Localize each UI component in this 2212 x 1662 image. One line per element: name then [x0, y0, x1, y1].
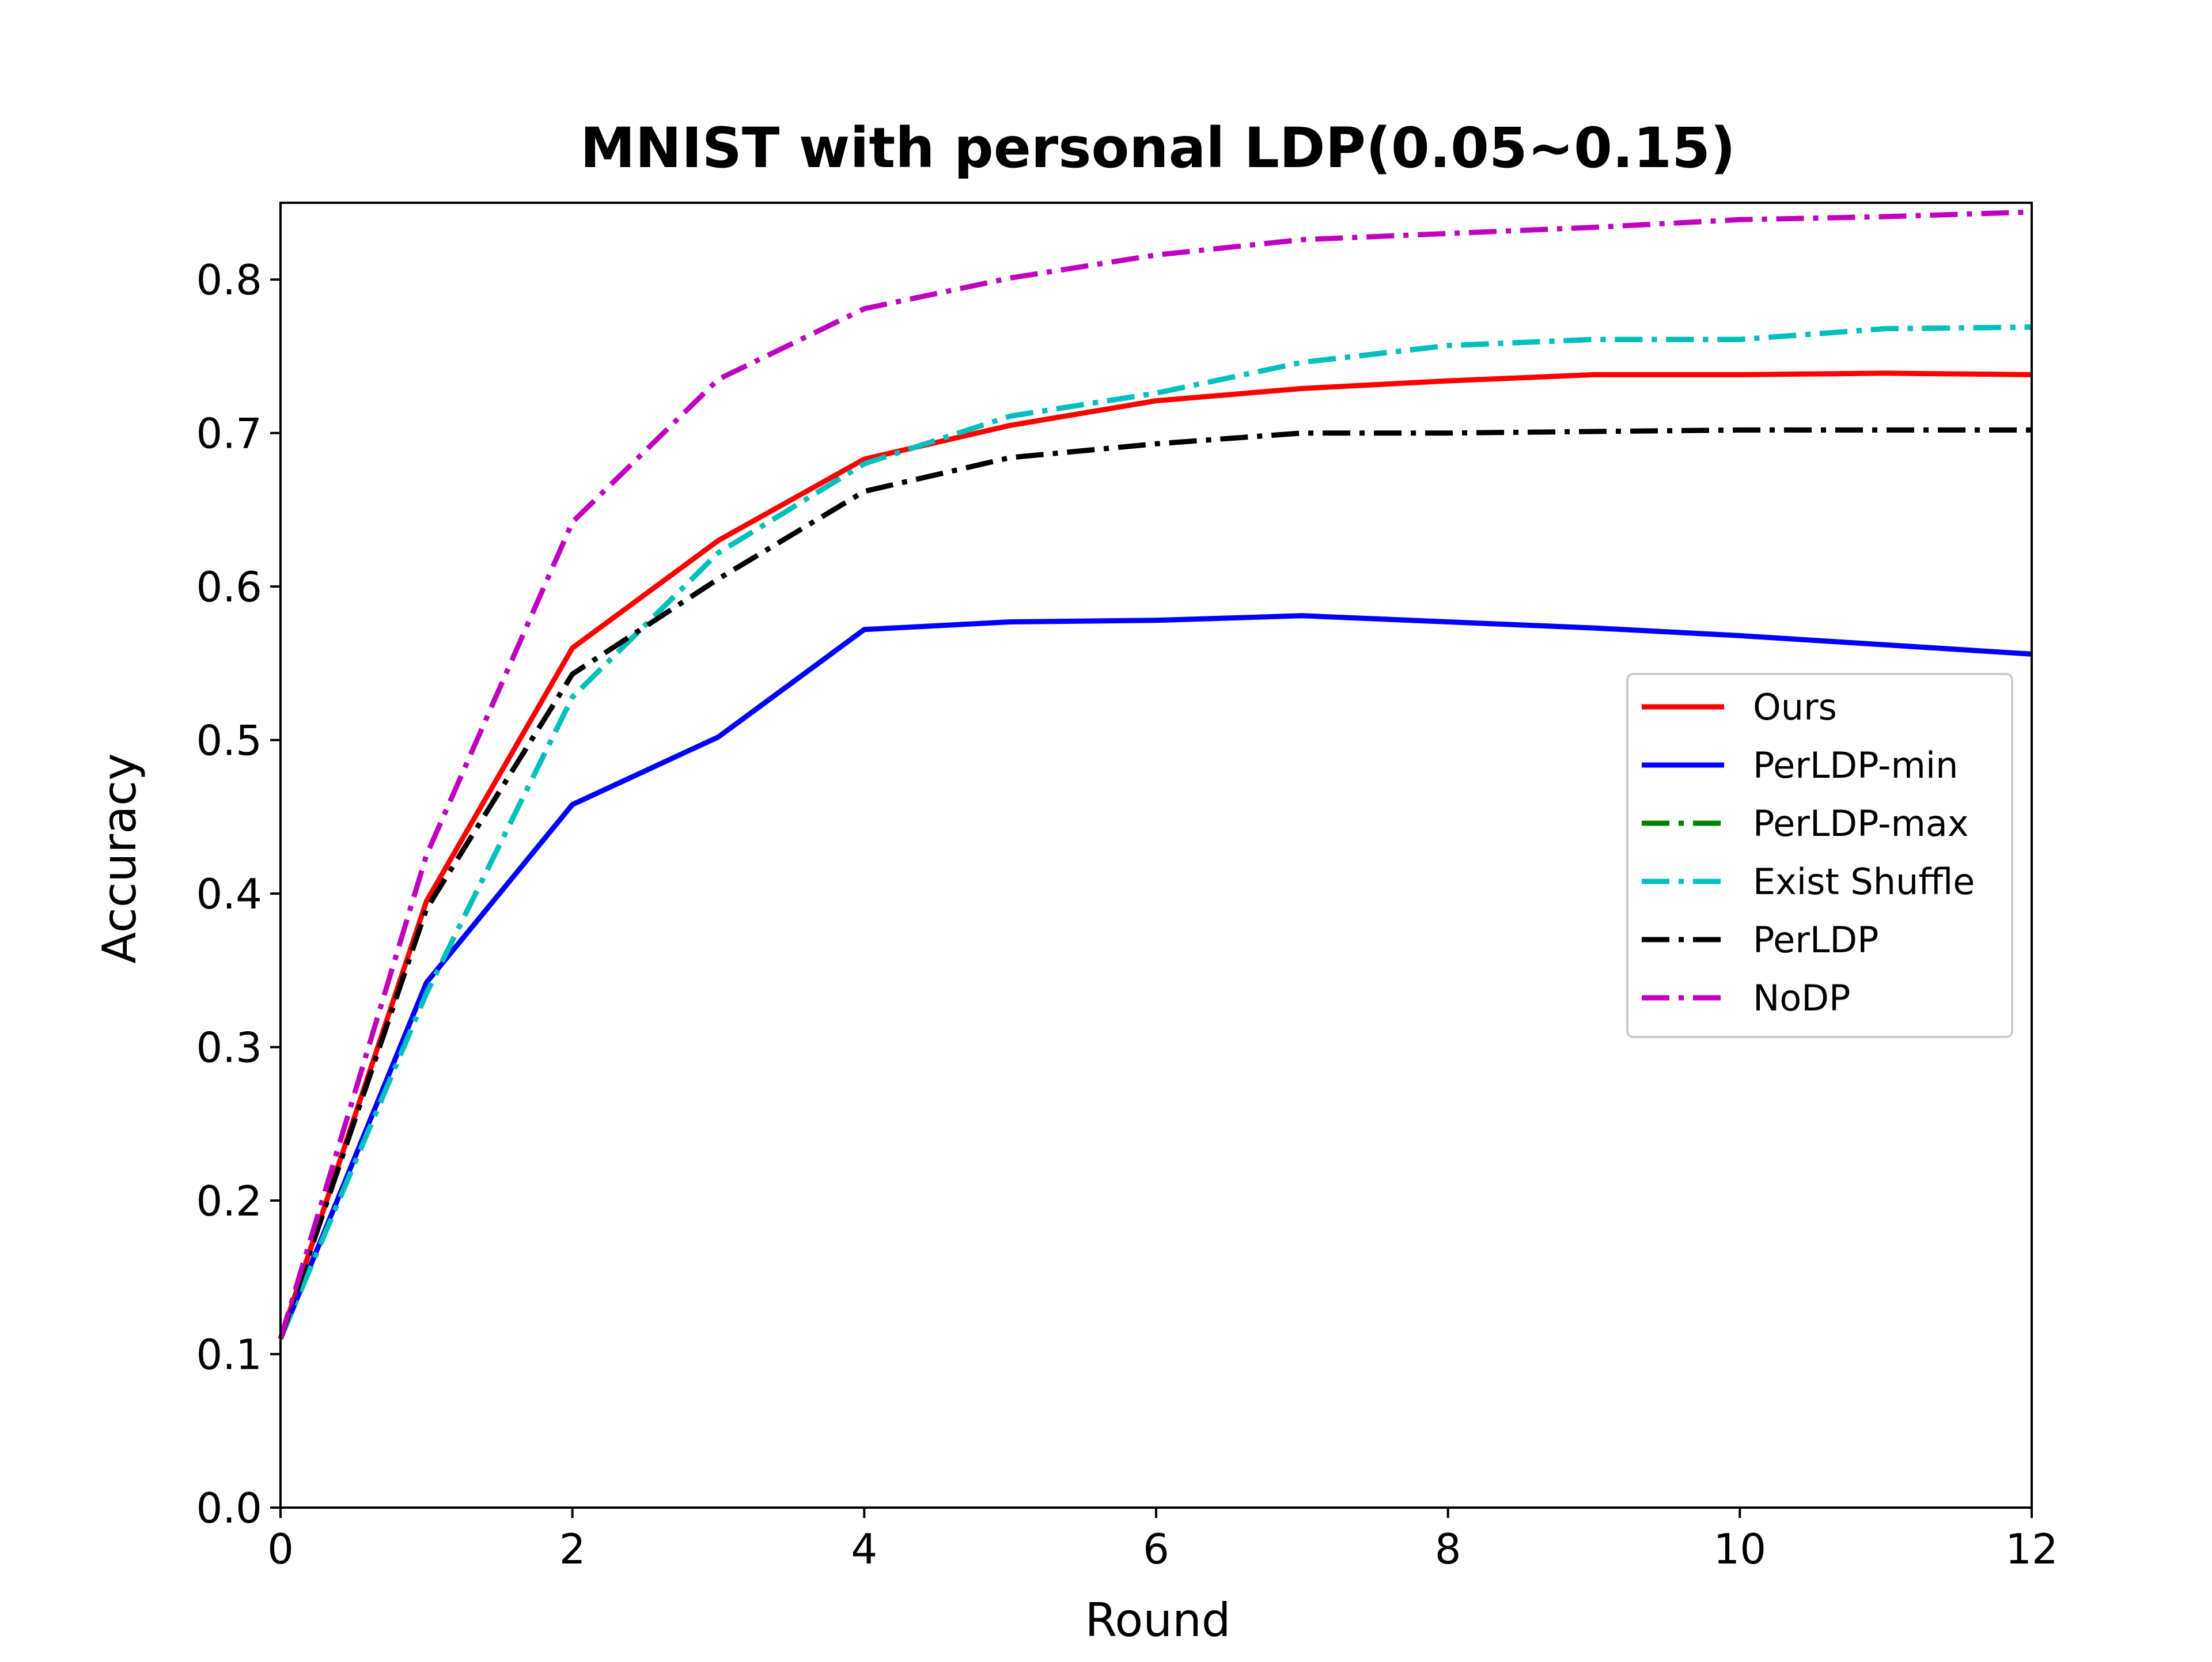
y-tick-label: 0.6	[196, 563, 262, 611]
y-tick-label: 0.2	[196, 1177, 262, 1225]
x-tick-label: 8	[1435, 1525, 1461, 1573]
x-tick-label: 0	[267, 1525, 294, 1573]
x-tick-label: 6	[1143, 1525, 1169, 1573]
legend-label: Ours	[1753, 686, 1837, 728]
series-line-perldp	[278, 427, 2032, 1340]
x-tick-label: 4	[851, 1525, 877, 1573]
y-tick-label: 0.3	[196, 1024, 262, 1072]
legend-label: NoDP	[1753, 977, 1850, 1019]
legend-label: Exist Shuffle	[1753, 861, 1975, 903]
plot-area	[278, 209, 2032, 1340]
legend-label: PerLDP-min	[1753, 744, 1958, 786]
legend-label: PerLDP-max	[1753, 802, 1969, 845]
y-tick-label: 0.0	[196, 1484, 262, 1532]
y-tick-label: 0.5	[196, 717, 262, 765]
series-line-perldp-min	[278, 613, 2032, 1340]
x-tick-label: 12	[2005, 1525, 2058, 1573]
y-tick-label: 0.4	[196, 870, 262, 918]
x-axis-label: Round	[1085, 1593, 1230, 1647]
series-line-nodp	[278, 209, 2032, 1340]
series-line-ours	[278, 370, 2032, 1340]
series-line-exist-shuffle	[278, 324, 2032, 1340]
x-tick-label: 10	[1714, 1525, 1767, 1573]
axes: 0 2 4 6 8 10 12 0.0 0.1 0.2 0.3 0.4 0.5 0.6 0.7 0.8	[196, 202, 2058, 1573]
chart-title: MNIST with personal LDP(0.05~0.15)	[580, 116, 1736, 180]
y-tick-label: 0.8	[196, 256, 262, 304]
y-axis-label: Accuracy	[93, 753, 146, 963]
x-tick-label: 2	[559, 1525, 586, 1573]
legend-label: PerLDP	[1753, 919, 1878, 961]
y-tick-label: 0.7	[196, 410, 262, 458]
legend: Ours PerLDP-min PerLDP-max Exist Shuffle Per…	[1626, 673, 2013, 1038]
y-tick-label: 0.1	[196, 1331, 262, 1379]
